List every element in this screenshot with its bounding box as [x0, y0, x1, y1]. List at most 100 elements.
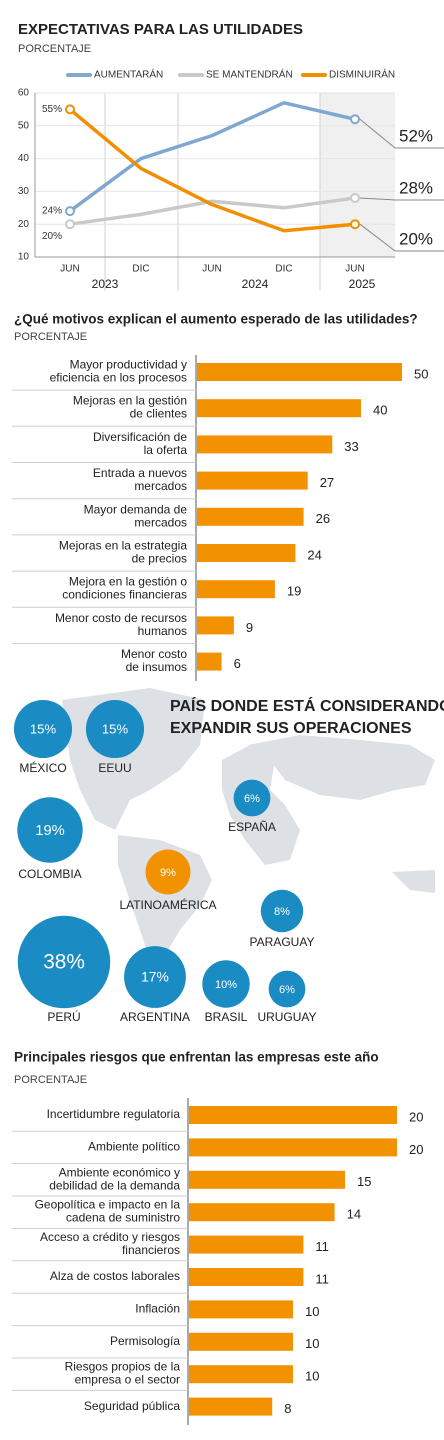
map-shape [248, 735, 435, 800]
bar [197, 616, 234, 635]
country-label: ARGENTINA [120, 1010, 190, 1024]
value-label: 9% [160, 867, 176, 879]
bar [197, 652, 222, 671]
value-label: 11 [315, 1271, 329, 1286]
category-label: Menor costo de recursos humanos [55, 611, 187, 638]
text-line: Entrada a nuevos [93, 466, 187, 480]
country-label: LATINOAMÉRICA [119, 897, 216, 912]
chart-subtitle: PORCENTAJE [14, 1074, 87, 1086]
value-label: 55% [42, 104, 62, 115]
value-label: 19 [287, 584, 301, 599]
y-tick-label: 30 [18, 186, 30, 197]
chart-subtitle: PORCENTAJE [18, 43, 91, 55]
text-line: empresa o el sector [75, 1373, 180, 1387]
value-label: 20% [399, 229, 433, 248]
value-label: 28% [399, 178, 433, 197]
bar [197, 435, 333, 454]
category-label: Incertidumbre regulatoria [47, 1107, 181, 1121]
chart-subtitle: PORCENTAJE [14, 331, 87, 343]
category-label: Mayor demanda de mercados [84, 502, 188, 529]
value-label: 6% [244, 793, 260, 805]
country-label: ESPAÑA [228, 820, 276, 834]
legend-label: SE MANTENDRÁN [206, 68, 293, 81]
text-line: Ambiente económico y [59, 1165, 180, 1179]
text-line: Mejora en la gestión o [69, 575, 187, 589]
label-connector [359, 118, 444, 149]
value-label: 10 [305, 1369, 319, 1384]
text-line: de insumos [126, 660, 187, 674]
bubble [124, 946, 186, 1008]
bar [197, 399, 361, 418]
text-line: financieros [122, 1243, 180, 1257]
category-label: Ambiente económico y debilidad de la dema… [49, 1165, 180, 1192]
value-label: 24 [307, 547, 321, 562]
text-line: mercados [134, 515, 187, 529]
chart-title: ¿Qué motivos explican el aumento esperad… [14, 312, 418, 327]
y-tick-label: 20 [18, 219, 30, 230]
bubble [17, 915, 111, 1009]
category-label: Riesgos propios de la empresa o el sector [65, 1360, 181, 1387]
text-line: PAÍS DONDE ESTÁ CONSIDERANDO [170, 696, 444, 715]
value-label: 8 [284, 1401, 291, 1416]
text-line: de clientes [130, 407, 187, 421]
text-line: mercados [134, 479, 187, 493]
value-label: 40 [373, 403, 387, 418]
category-label: Mayor productividad y eficiencia en los p… [50, 358, 187, 385]
text-line: de precios [132, 552, 187, 566]
point-marker [350, 219, 360, 230]
chart-title: PAÍS DONDE ESTÁ CONSIDERANDO EXPANDIR SUS… [170, 696, 444, 737]
series-line [68, 101, 356, 213]
category-label: Acceso a crédito y riesgos financieros [40, 1230, 180, 1257]
text-line: Mayor productividad y [70, 358, 187, 372]
text-line: EXPANDIR SUS OPERACIONES [170, 720, 412, 737]
text-line: condiciones financieras [62, 588, 187, 602]
category-label: Geopolítica e impacto en la cadena de sum… [35, 1198, 181, 1225]
text-line: la oferta [144, 443, 188, 457]
category-label: Alza de costos laborales [50, 1269, 180, 1283]
bubble [13, 699, 73, 759]
label-connector [359, 223, 444, 252]
bar [189, 1203, 335, 1222]
text-line: Mayor demanda de [84, 502, 188, 516]
bubble [233, 779, 271, 817]
x-tick-label: DIC [132, 264, 149, 275]
y-tick-label: 50 [18, 120, 30, 131]
bar [189, 1106, 397, 1124]
value-label: 10 [305, 1304, 319, 1319]
value-label: 10% [215, 979, 237, 991]
category-label: Inflación [135, 1302, 180, 1316]
label-connector [359, 197, 444, 201]
country-label: MÉXICO [19, 760, 66, 775]
text-line: Geopolítica e impacto en la [35, 1198, 181, 1212]
x-tick-label: JUN [345, 264, 364, 275]
country-label: PERÚ [47, 1009, 80, 1024]
text-line: Mejoras en la estrategia [59, 539, 187, 553]
country-label: COLOMBIA [18, 867, 81, 881]
bar [189, 1332, 293, 1351]
value-label: 20 [409, 1109, 423, 1124]
value-label: 9 [246, 620, 253, 635]
x-tick-label: DIC [275, 264, 292, 275]
value-label: 11 [315, 1239, 329, 1254]
country-label: URUGUAY [257, 1010, 316, 1024]
year-label: 2025 [349, 277, 376, 291]
year-label: 2023 [92, 277, 119, 291]
y-tick-label: 10 [18, 252, 30, 263]
bubble [85, 699, 145, 759]
chart-title: EXPECTATIVAS PARA LAS UTILIDADES [18, 21, 303, 38]
bar [189, 1365, 293, 1384]
text-line: humanos [138, 624, 187, 638]
value-label: 52% [399, 126, 433, 145]
category-label: Permisología [110, 1334, 180, 1348]
bar [189, 1300, 293, 1319]
text-line: Menor costo [121, 647, 187, 661]
text-line: Menor costo de recursos [55, 611, 187, 625]
bar [197, 507, 304, 526]
legend-label: DISMINUIRÁN [329, 68, 395, 81]
point-marker [65, 219, 75, 230]
bar [189, 1235, 304, 1254]
point-marker [65, 104, 75, 115]
country-label: PARAGUAY [250, 935, 315, 949]
category-label: Diversificación de la oferta [93, 430, 187, 457]
